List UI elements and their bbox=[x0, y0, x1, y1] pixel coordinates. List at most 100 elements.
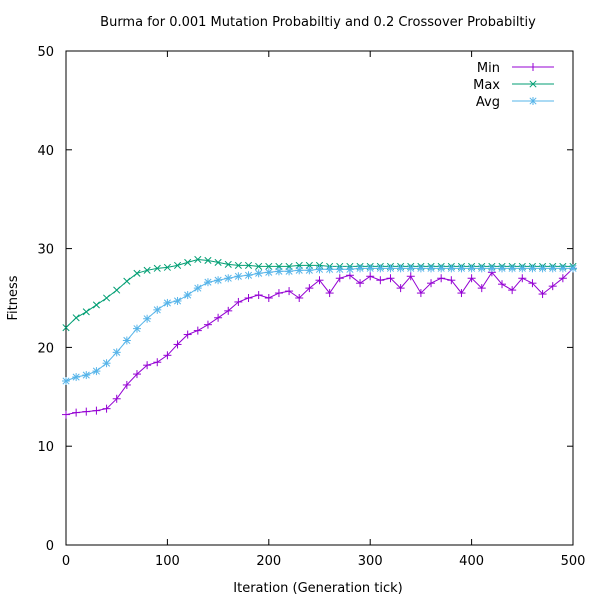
y-axis-title: Fitness bbox=[6, 275, 21, 320]
legend-label-min: Min bbox=[477, 61, 500, 76]
data-point-max bbox=[184, 258, 192, 266]
data-point-avg bbox=[132, 324, 141, 333]
data-point-avg bbox=[508, 264, 517, 273]
data-point-min bbox=[183, 330, 192, 339]
data-point-max bbox=[72, 314, 80, 322]
x-tick-label: 200 bbox=[256, 554, 281, 569]
data-point-min bbox=[254, 291, 263, 300]
data-point-avg bbox=[305, 266, 314, 275]
data-point-min bbox=[477, 284, 486, 293]
axis-ticks: 0 100 200 300 400 500 0 10 20 30 40 50 bbox=[37, 45, 585, 569]
data-point-avg bbox=[366, 264, 375, 273]
data-point-max bbox=[82, 308, 90, 316]
data-point-avg bbox=[386, 264, 395, 273]
data-point-avg bbox=[244, 271, 253, 280]
data-point-avg bbox=[477, 264, 486, 273]
data-point-avg bbox=[163, 298, 172, 307]
data-point-min bbox=[264, 294, 273, 302]
x-tick-label: 400 bbox=[459, 554, 484, 569]
data-point-avg bbox=[427, 264, 436, 273]
data-point-min bbox=[153, 358, 162, 367]
data-point-max bbox=[234, 261, 242, 269]
data-point-avg bbox=[143, 314, 152, 323]
data-point-avg bbox=[416, 264, 425, 273]
data-point-avg bbox=[173, 296, 182, 305]
data-point-max bbox=[62, 324, 70, 332]
data-point-avg bbox=[548, 264, 557, 273]
data-point-avg bbox=[112, 348, 121, 357]
data-point-min bbox=[356, 279, 365, 288]
data-point-avg bbox=[447, 264, 456, 273]
y-tick-label: 40 bbox=[37, 144, 54, 159]
data-point-min bbox=[457, 289, 466, 298]
x-axis-title: Iteration (Generation tick) bbox=[233, 581, 402, 596]
y-tick-label: 20 bbox=[37, 341, 54, 356]
data-point-avg bbox=[396, 264, 405, 273]
legend: Min Max Avg bbox=[473, 61, 554, 110]
data-point-min bbox=[437, 274, 446, 283]
data-point-min bbox=[203, 320, 212, 329]
data-point-min bbox=[386, 274, 395, 283]
data-point-min bbox=[538, 290, 547, 299]
data-point-min bbox=[122, 380, 131, 389]
plot-frame bbox=[65, 50, 574, 546]
data-point-min bbox=[173, 340, 182, 349]
data-point-min bbox=[325, 289, 334, 298]
data-point-avg bbox=[467, 264, 476, 273]
x-tick-label: 0 bbox=[62, 554, 70, 569]
data-point-avg bbox=[92, 367, 101, 376]
plot-area: 0 100 200 300 400 500 0 10 20 30 40 50 Min Max Avg bbox=[37, 45, 585, 569]
data-point-max bbox=[214, 258, 222, 266]
data-point-avg bbox=[538, 264, 547, 273]
data-point-avg bbox=[274, 267, 283, 276]
data-point-min bbox=[214, 313, 223, 322]
data-point-avg bbox=[224, 274, 233, 283]
data-point-max bbox=[103, 294, 111, 302]
x-tick-label: 500 bbox=[561, 554, 586, 569]
x-tick-label: 300 bbox=[358, 554, 383, 569]
y-tick-label: 30 bbox=[37, 243, 54, 258]
data-point-max bbox=[255, 262, 263, 270]
legend-marker-max bbox=[529, 80, 537, 88]
data-point-avg bbox=[254, 269, 263, 278]
data-point-avg bbox=[62, 376, 70, 385]
data-point-avg bbox=[102, 359, 111, 368]
data-point-min bbox=[315, 276, 324, 285]
data-point-avg bbox=[345, 265, 354, 274]
data-point-min bbox=[406, 272, 415, 281]
legend-label-avg: Avg bbox=[476, 95, 500, 110]
data-point-avg bbox=[487, 264, 496, 273]
data-point-avg bbox=[214, 276, 223, 285]
data-point-max bbox=[143, 266, 151, 274]
data-point-min bbox=[62, 410, 70, 419]
data-point-min bbox=[335, 274, 344, 283]
data-point-min bbox=[163, 351, 172, 360]
data-point-min bbox=[396, 284, 405, 293]
data-point-min bbox=[143, 361, 152, 370]
data-point-avg bbox=[457, 264, 466, 273]
data-point-min bbox=[528, 279, 537, 288]
data-point-avg bbox=[153, 305, 162, 314]
data-point-avg bbox=[498, 264, 507, 273]
data-point-min bbox=[274, 289, 283, 298]
data-point-avg bbox=[437, 264, 446, 273]
data-point-min bbox=[427, 279, 436, 288]
data-point-avg bbox=[518, 264, 527, 273]
data-point-max bbox=[113, 286, 121, 294]
data-point-min bbox=[193, 326, 202, 335]
data-point-min bbox=[518, 274, 527, 283]
data-point-min bbox=[498, 280, 507, 289]
data-point-avg bbox=[193, 284, 202, 293]
legend-marker-min bbox=[529, 63, 537, 71]
data-point-min bbox=[102, 404, 111, 413]
series-min bbox=[62, 264, 577, 419]
data-point-min bbox=[92, 406, 101, 415]
data-point-avg bbox=[315, 265, 324, 274]
data-point-min bbox=[244, 294, 253, 302]
data-point-max bbox=[163, 263, 171, 271]
data-point-min bbox=[558, 274, 567, 283]
data-point-min bbox=[82, 407, 91, 416]
data-point-min bbox=[416, 289, 425, 298]
data-point-max bbox=[204, 256, 212, 265]
